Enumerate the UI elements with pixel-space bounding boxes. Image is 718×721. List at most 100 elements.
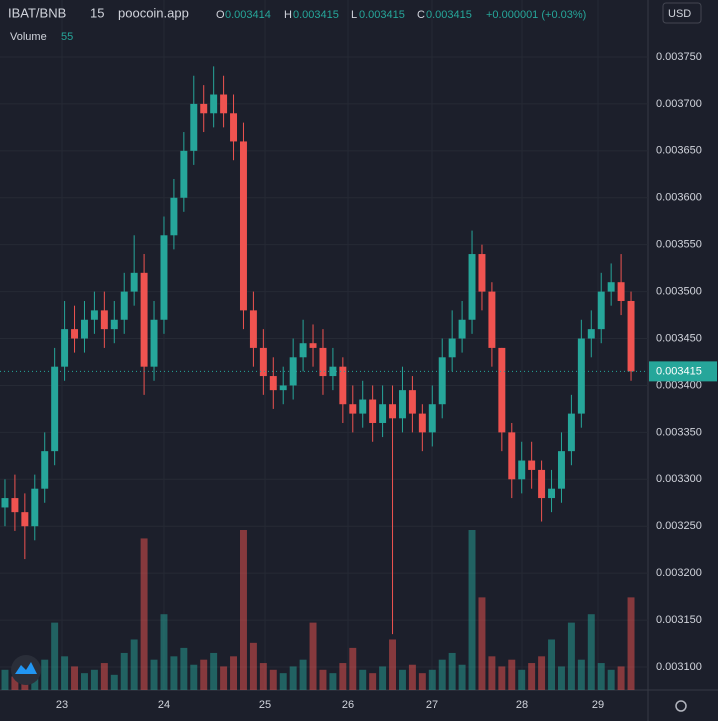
candle-body: [11, 498, 19, 513]
y-tick-label: 0.003150: [656, 614, 702, 626]
candle-body: [548, 488, 556, 499]
candle-body: [389, 404, 397, 419]
symbol: IBAT/BNB: [8, 5, 66, 20]
volume-bar: [120, 652, 128, 690]
candle-body: [170, 197, 178, 236]
volume-bar: [110, 674, 118, 690]
x-tick-label: 28: [516, 699, 528, 711]
candle-body: [538, 469, 546, 499]
volume-bar: [359, 669, 367, 690]
y-tick-label: 0.003250: [656, 520, 702, 532]
y-tick-label: 0.003700: [656, 98, 702, 110]
candle-body: [249, 310, 257, 348]
candle-body: [259, 347, 267, 377]
volume-bar: [597, 663, 605, 690]
candle-body: [359, 399, 367, 414]
x-tick-label: 26: [342, 699, 354, 711]
y-tick-label: 0.003450: [656, 332, 702, 344]
volume-bar: [239, 530, 247, 690]
candle-body: [71, 329, 79, 339]
candle-body: [458, 319, 466, 339]
candle-body: [160, 235, 168, 320]
volume-bar: [71, 666, 79, 690]
candle-body: [408, 390, 416, 414]
last-price-box: [649, 361, 717, 382]
volume-bar: [577, 659, 585, 690]
volume-bar: [319, 669, 327, 690]
candle-body: [210, 94, 218, 114]
candle-body: [120, 291, 128, 320]
candle-body: [31, 488, 39, 527]
candle-body: [528, 460, 536, 470]
volume-bar: [478, 597, 486, 690]
currency-button[interactable]: [662, 2, 702, 24]
open-value: 0.003414: [225, 9, 271, 21]
settings-icon[interactable]: [675, 700, 687, 712]
volume-bar: [259, 663, 267, 690]
candle-body: [379, 404, 387, 423]
y-tick-label: 0.003600: [656, 192, 702, 204]
candle-body: [190, 103, 198, 151]
currency[interactable]: USD: [668, 8, 691, 20]
volume-bar: [90, 669, 98, 690]
candle-body: [627, 300, 635, 372]
candle-body: [309, 343, 317, 348]
y-tick-label: 0.003500: [656, 286, 702, 298]
volume-bar: [11, 676, 19, 690]
candle-body: [220, 94, 228, 114]
volume-bar: [210, 652, 218, 690]
candle-body: [41, 451, 49, 489]
logo-icon: [15, 662, 37, 674]
candle-body: [518, 460, 526, 480]
volume-bar: [389, 639, 397, 690]
candle-layer: [1, 66, 635, 635]
candle-body: [587, 329, 595, 339]
axes: 0.003100 0.003150 0.003200 0.003250 0.003300…: [0, 51, 717, 711]
high-value: 0.003415: [293, 9, 339, 21]
volume-bar: [538, 656, 546, 690]
close-key: C: [417, 9, 425, 21]
source: poocoin.app: [118, 5, 189, 20]
volume-bar: [170, 656, 178, 690]
volume-bar: [448, 652, 456, 690]
candle-body: [299, 343, 307, 358]
volume-bar: [1, 669, 9, 690]
volume-bar: [249, 642, 257, 690]
volume-value: 55: [61, 31, 73, 43]
candle-body: [418, 413, 426, 433]
candle-body: [577, 338, 585, 414]
candle-body: [428, 404, 436, 433]
candle-body: [51, 366, 59, 452]
candle-body: [319, 347, 327, 377]
volume-bar: [617, 666, 625, 690]
volume-bar: [140, 538, 148, 690]
y-tick-label: 0.003100: [656, 661, 702, 673]
volume-bar: [80, 673, 88, 690]
candle-body: [468, 254, 476, 320]
volume-bar: [269, 669, 277, 690]
y-tick-label: 0.003550: [656, 239, 702, 251]
candle-body: [607, 282, 615, 292]
volume-bar: [230, 656, 238, 690]
candle-body: [1, 498, 9, 508]
candle-body: [289, 357, 297, 386]
volume-bar: [220, 666, 228, 690]
volume-bar: [190, 664, 198, 690]
volume-bar: [299, 659, 307, 690]
close-value: 0.003415: [426, 9, 472, 21]
volume-bar: [279, 673, 287, 690]
candle-body: [369, 399, 377, 423]
candle-body: [100, 310, 108, 330]
volume-bar: [528, 663, 536, 690]
volume-bar: [180, 647, 188, 690]
volume-bar: [289, 666, 297, 690]
volume-bar: [518, 669, 526, 690]
y-tick-label: 0.003200: [656, 567, 702, 579]
low-key: L: [351, 9, 357, 21]
candle-body: [557, 451, 565, 489]
volume-bar: [548, 639, 556, 690]
volume-bar: [587, 614, 595, 690]
candle-body: [448, 338, 456, 358]
